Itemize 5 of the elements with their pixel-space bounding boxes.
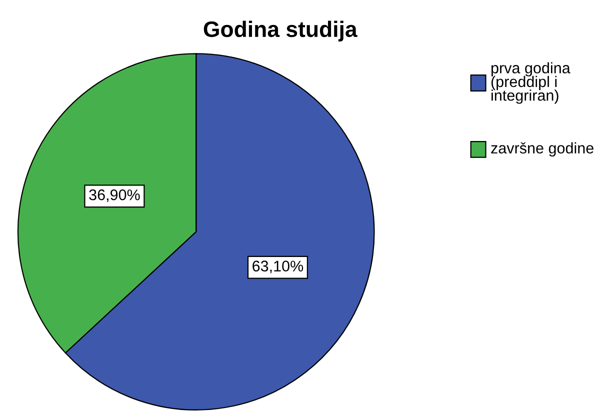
data-label: 63,10% <box>252 260 304 274</box>
chart-title: Godina studija <box>204 20 358 42</box>
data-label: 36,90% <box>89 189 140 202</box>
legend-label: prva godina (preddipl i integriran) <box>491 62 570 104</box>
legend-label: završne godine <box>491 142 594 157</box>
